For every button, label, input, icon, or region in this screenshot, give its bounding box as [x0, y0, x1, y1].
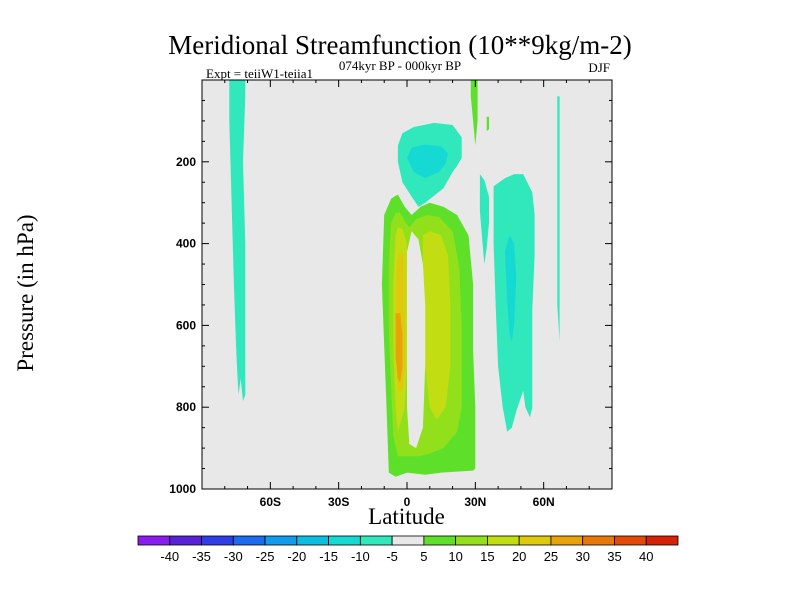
colorbar-label-11: 20 — [512, 549, 526, 564]
colorbar-box-16 — [645, 535, 679, 546]
colorbar-label-3: -25 — [256, 549, 275, 564]
contour-region-12 — [479, 174, 489, 265]
colorbar-label-8: 5 — [420, 549, 427, 564]
axes: 200 400 600 800 1000 60S 30S 0 30N 60N — [169, 80, 612, 509]
x-tick-label-4: 60N — [533, 495, 555, 509]
colorbar-label-12: 25 — [544, 549, 558, 564]
contour-region-11 — [486, 116, 489, 132]
colorbar-box-11 — [487, 535, 520, 546]
colorbar-box-10 — [455, 535, 488, 546]
colorbar-box-4 — [264, 535, 298, 546]
season-label: DJF — [588, 60, 610, 75]
contour-region-8 — [395, 313, 403, 383]
chart-title: Meridional Streamfunction (10**9kg/m-2) — [168, 30, 632, 60]
colorbar-label-14: 35 — [607, 549, 621, 564]
contour-region-6 — [422, 231, 451, 420]
colorbar-box-6 — [328, 535, 361, 546]
y-tick-label-0: 200 — [176, 155, 196, 169]
colorbar-box-14 — [582, 535, 615, 546]
contour-region-14 — [504, 235, 517, 342]
colorbar-label-2: -30 — [224, 549, 243, 564]
colorbar-label-5: -15 — [319, 549, 338, 564]
colorbar: -40 -35 -30 -25 -20 -15 -10 -5 5 10 15 20 25 30 35 40 — [137, 535, 679, 564]
colorbar-box-9 — [423, 535, 457, 546]
colorbar-label-1: -35 — [192, 549, 211, 564]
colorbar-box-0 — [137, 535, 171, 546]
colorbar-label-0: -40 — [160, 549, 179, 564]
experiment-label: Expt = teiiW1-teiia1 — [206, 66, 313, 81]
x-axis-label: Latitude — [368, 504, 445, 529]
colorbar-box-13 — [550, 535, 584, 546]
contour-region-10 — [470, 80, 478, 146]
colorbar-box-2 — [201, 535, 234, 546]
colorbar-label-13: 30 — [575, 549, 589, 564]
colorbar-box-1 — [169, 535, 202, 546]
y-tick-label-4: 1000 — [169, 482, 196, 496]
x-tick-label-3: 30N — [464, 495, 486, 509]
colorbar-box-7 — [359, 535, 393, 546]
colorbar-box-12 — [518, 535, 552, 546]
period-label: 074kyr BP - 000kyr BP — [338, 58, 462, 73]
colorbar-box-3 — [232, 535, 266, 546]
colorbar-label-9: 10 — [448, 549, 462, 564]
plot-area — [201, 79, 613, 490]
x-tick-label-0: 60S — [260, 495, 281, 509]
colorbar-label-6: -10 — [351, 549, 370, 564]
contour-region-9 — [407, 231, 426, 449]
colorbar-label-10: 15 — [480, 549, 494, 564]
colorbar-label-7: -5 — [386, 549, 398, 564]
y-axis-label: Pressure (in hPa) — [13, 214, 38, 372]
colorbar-box-5 — [296, 535, 329, 546]
x-tick-label-1: 30S — [328, 495, 349, 509]
colorbar-box-8 — [391, 535, 425, 546]
colorbar-label-4: -20 — [287, 549, 306, 564]
contour-region-15 — [557, 96, 560, 342]
colorbar-label-15: 40 — [639, 549, 653, 564]
x-tick-label-2: 0 — [404, 495, 411, 509]
contour-region-0 — [229, 80, 246, 402]
contour-region-2 — [407, 144, 448, 179]
y-tick-label-1: 400 — [176, 237, 196, 251]
colorbar-box-15 — [614, 535, 647, 546]
y-tick-label-2: 600 — [176, 318, 196, 332]
y-tick-label-3: 800 — [176, 400, 196, 414]
